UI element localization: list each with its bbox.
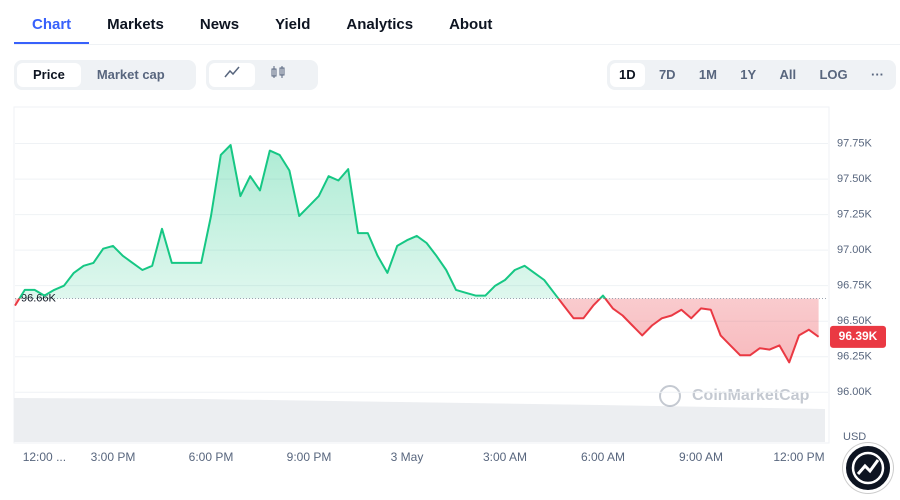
reference-label: 96.66K <box>21 292 57 304</box>
candle-style-button[interactable] <box>255 63 301 87</box>
area-up <box>15 145 819 299</box>
y-tick-label: 96.00K <box>837 386 873 398</box>
y-axis-label: USD <box>843 431 866 443</box>
last-price-label: 96.39K <box>839 329 878 343</box>
x-tick-label: 12:00 ... <box>23 450 66 464</box>
x-tick-label: 6:00 AM <box>581 450 625 464</box>
price-line <box>14 144 820 364</box>
volume-band <box>14 398 825 442</box>
y-tick-label: 96.25K <box>837 351 873 363</box>
tab[interactable]: Yield <box>275 16 311 33</box>
tab[interactable]: About <box>449 16 493 33</box>
tab-bar: Chart Markets News Yield Analytics About <box>14 0 900 45</box>
x-tick-label: 3:00 AM <box>483 450 527 464</box>
y-tick-label: 97.00K <box>837 244 873 256</box>
tab[interactable]: News <box>199 16 240 33</box>
metric-button[interactable]: Price <box>17 63 81 87</box>
y-tick-label: 96.75K <box>837 280 873 292</box>
y-tick-label: 97.50K <box>837 173 873 185</box>
x-tick-label: 9:00 AM <box>679 450 723 464</box>
tab[interactable]: Chart <box>14 0 90 44</box>
area-down <box>15 298 819 363</box>
line-style-button[interactable] <box>209 63 255 87</box>
range-toggle: 1D 7D 1M 1Y All LOG ··· <box>607 60 896 90</box>
range-button[interactable]: 1M <box>698 67 717 82</box>
watermark: CoinMarketCap <box>659 385 810 407</box>
y-tick-label: 97.25K <box>837 209 873 221</box>
range-button[interactable]: 7D <box>658 67 676 82</box>
range-button[interactable]: LOG <box>819 67 848 82</box>
metric-button[interactable]: Market cap <box>96 67 165 82</box>
x-tick-label: 12:00 PM <box>773 450 824 464</box>
metric-toggle: Price Market cap <box>14 60 196 90</box>
plot-frame <box>13 106 830 444</box>
y-tick-label: 96.50K <box>837 315 873 327</box>
y-tick-label: 97.75K <box>837 137 873 149</box>
logo-badge[interactable] <box>843 443 893 493</box>
range-button[interactable]: 1Y <box>740 67 757 82</box>
tab[interactable]: Markets <box>107 16 164 33</box>
x-tick-label: 9:00 PM <box>287 450 332 464</box>
range-button[interactable]: All <box>779 67 797 82</box>
more-button[interactable]: ··· <box>870 67 884 82</box>
x-tick-label: 6:00 PM <box>189 450 234 464</box>
x-tick-label: 3:00 PM <box>91 450 136 464</box>
range-button[interactable]: 1D <box>610 63 645 87</box>
tab[interactable]: Analytics <box>346 16 414 33</box>
last-price-badge <box>830 325 886 348</box>
chart-style-toggle <box>206 60 318 90</box>
watermark-text: CoinMarketCap <box>692 387 810 404</box>
x-tick-label: 3 May <box>391 450 424 464</box>
